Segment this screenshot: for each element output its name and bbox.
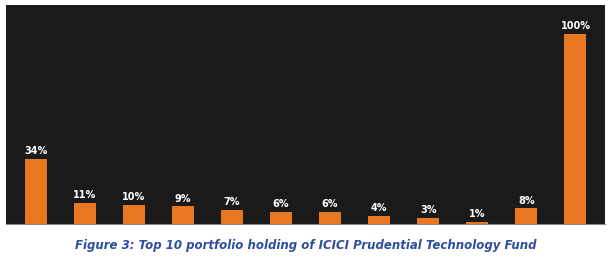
Text: 10%: 10% — [122, 192, 145, 202]
Text: 6%: 6% — [273, 199, 289, 209]
Text: 3%: 3% — [420, 205, 436, 215]
Bar — [24, 159, 46, 224]
Bar — [466, 222, 488, 224]
Bar — [319, 212, 341, 224]
Text: 34%: 34% — [24, 146, 47, 156]
Text: 9%: 9% — [175, 194, 191, 204]
Text: 6%: 6% — [322, 199, 338, 209]
Text: 1%: 1% — [469, 209, 486, 219]
Text: 11%: 11% — [73, 190, 97, 200]
Text: 4%: 4% — [371, 203, 387, 213]
Bar — [172, 206, 194, 224]
Bar — [73, 203, 96, 224]
Text: Figure 3: Top 10 portfolio holding of ICICI Prudential Technology Fund: Figure 3: Top 10 portfolio holding of IC… — [75, 239, 536, 252]
Bar — [565, 34, 587, 224]
Bar — [270, 212, 292, 224]
Bar — [123, 205, 145, 224]
Bar — [368, 216, 390, 224]
Text: 8%: 8% — [518, 196, 535, 206]
Text: 100%: 100% — [560, 21, 590, 31]
Bar — [417, 218, 439, 224]
Bar — [221, 210, 243, 224]
Text: 7%: 7% — [224, 197, 240, 208]
Bar — [515, 208, 538, 224]
